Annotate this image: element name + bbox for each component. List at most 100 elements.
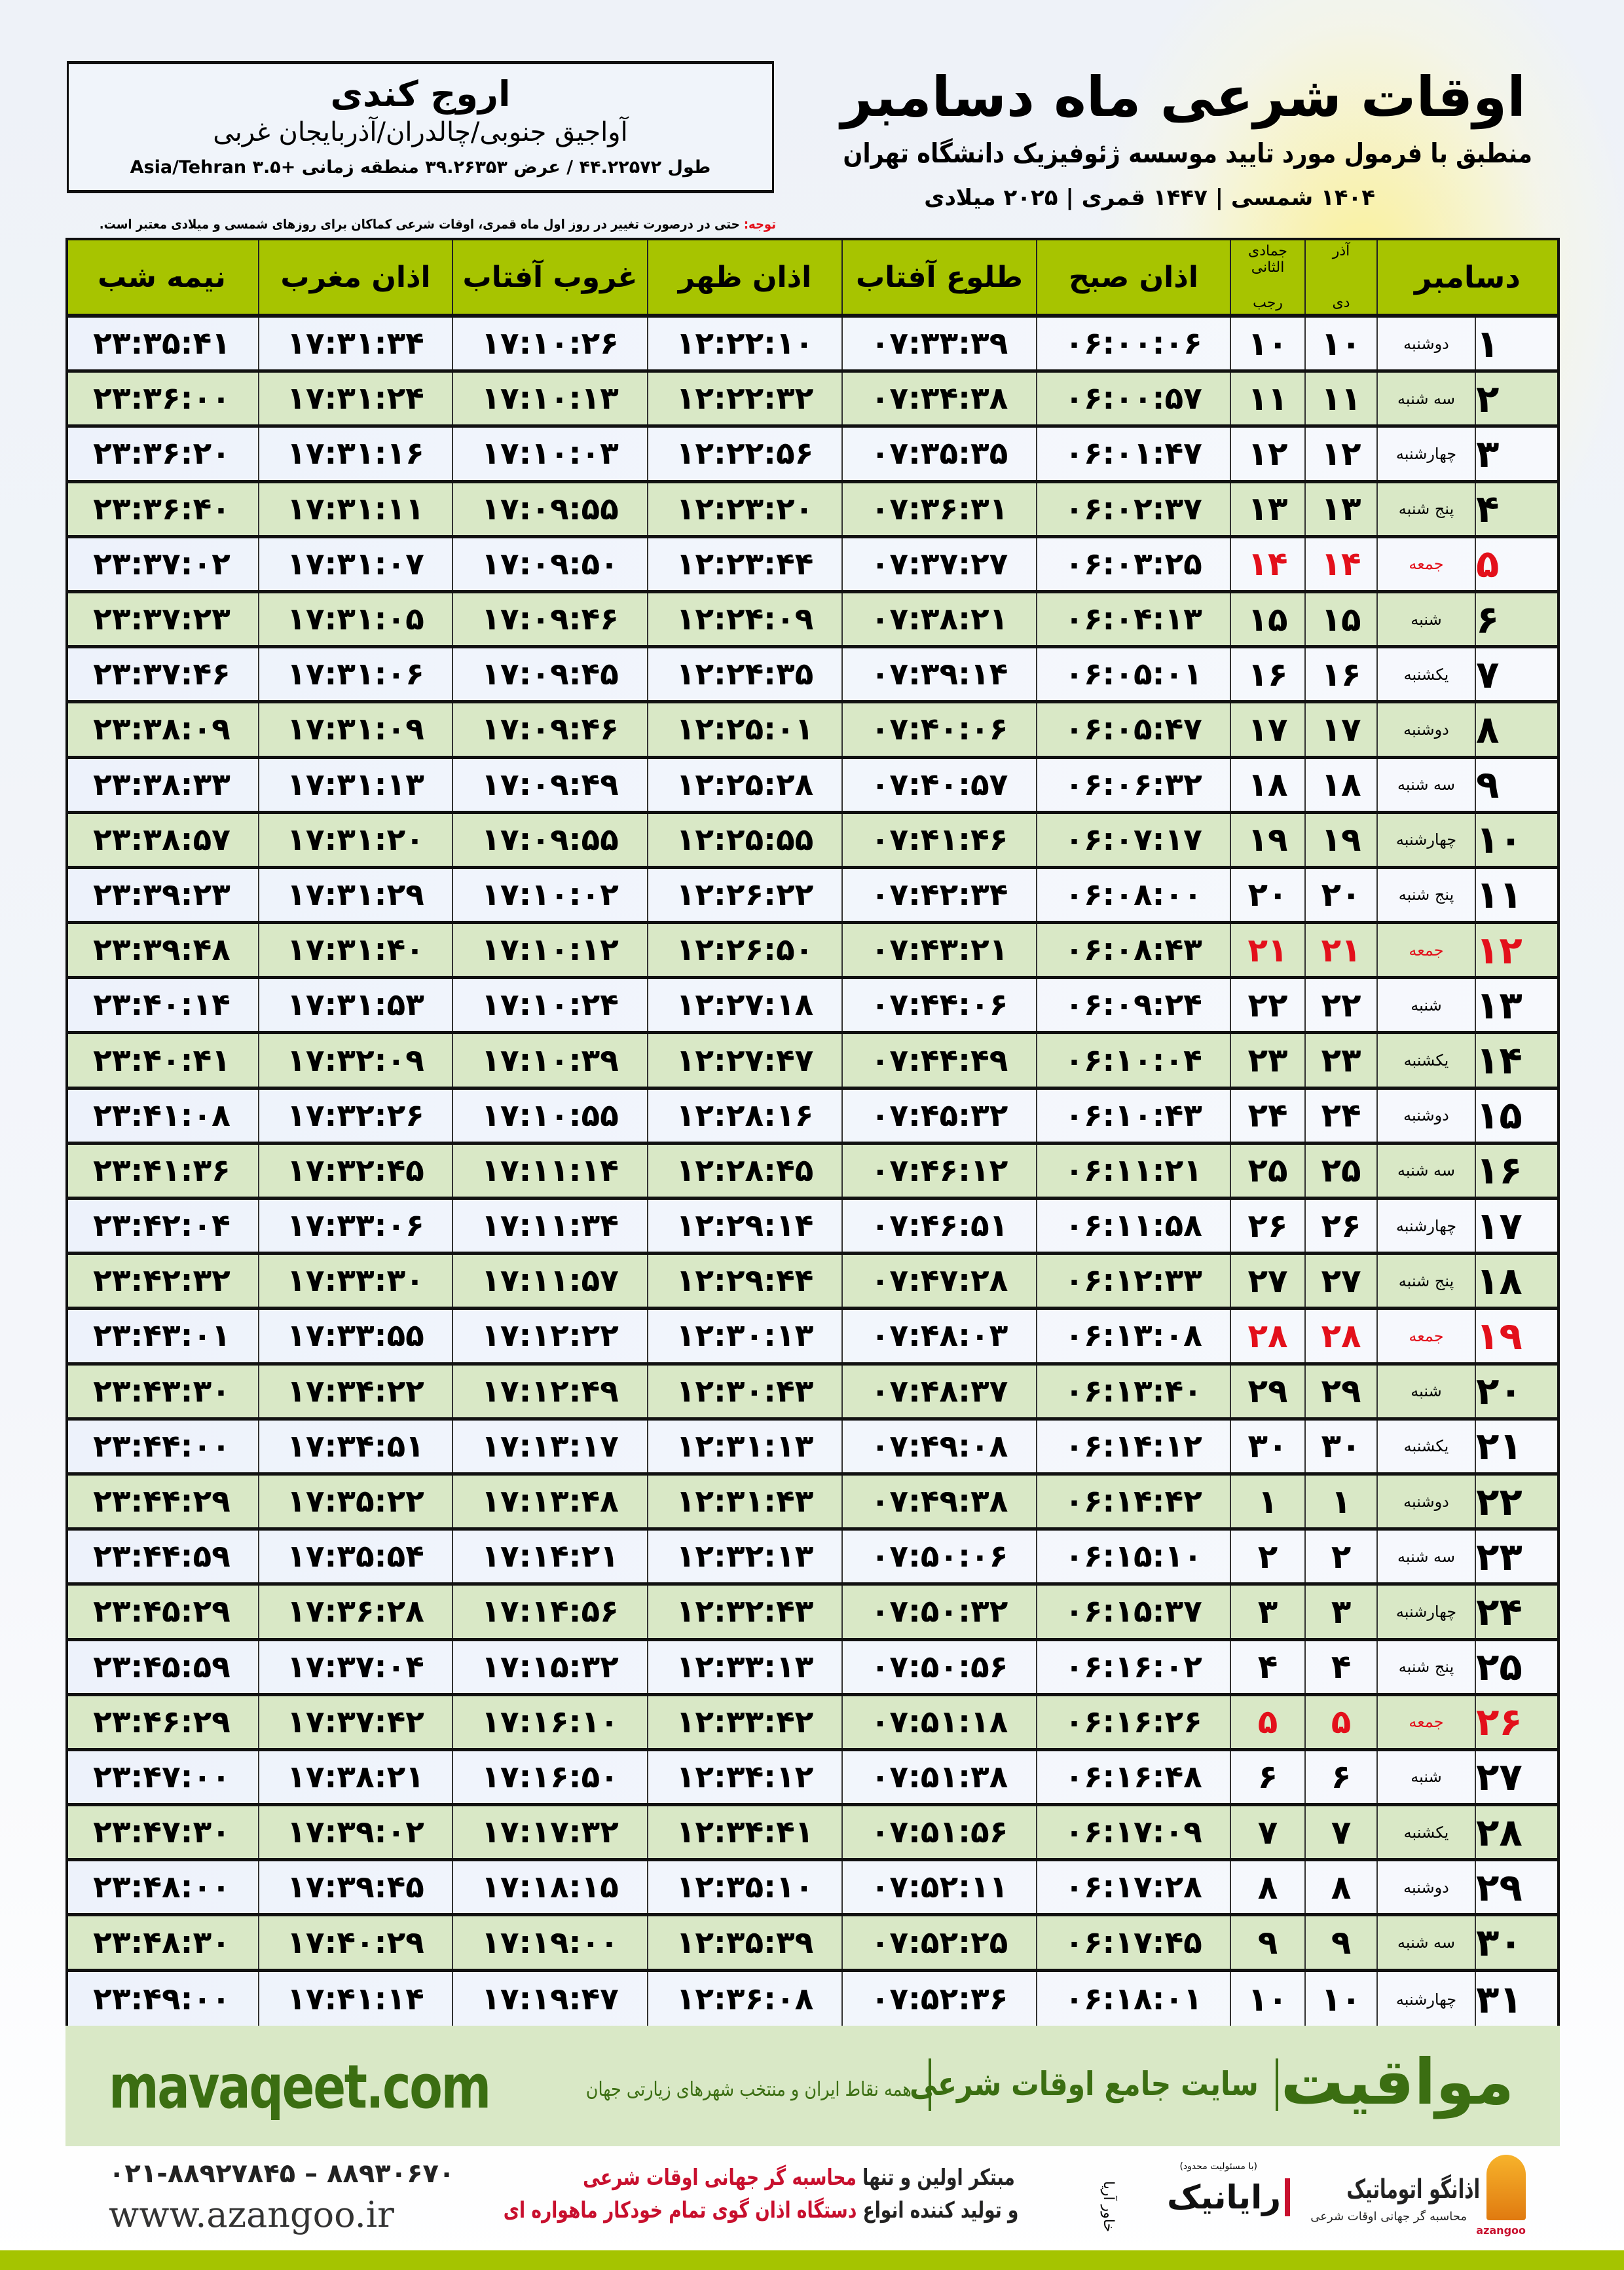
cell-maghrib: ۱۷:۳۱:۰۹ [258,703,452,756]
cell-maghrib: ۱۷:۳۱:۱۶ [258,428,452,480]
cell-fajr: ۰۶:۱۳:۴۰ [1036,1365,1230,1417]
cell-shamsi: ۲۲ [1304,979,1376,1032]
cell-day: ۱۲ [1475,924,1557,977]
cell-dhuhr: ۱۲:۲۷:۱۸ [647,979,841,1032]
cell-sunset: ۱۷:۱۹:۰۰ [452,1916,647,1969]
cell-sunset: ۱۷:۰۹:۵۵ [452,813,647,866]
cell-sunset: ۱۷:۱۰:۰۲ [452,868,647,921]
cell-fajr: ۰۶:۱۵:۱۰ [1036,1531,1230,1583]
cell-weekday: چهارشنبه [1376,1971,1475,2027]
cell-shamsi: ۴ [1304,1641,1376,1693]
cell-day: ۸ [1475,703,1557,756]
cell-shamsi: ۱۷ [1304,703,1376,756]
cell-shamsi: ۳۰ [1304,1420,1376,1472]
cell-maghrib: ۱۷:۳۴:۵۱ [258,1420,452,1472]
prayer-times-table: دسامبر آذر دی جمادی الثانی رجب اذان صبح … [65,238,1560,2030]
cell-shamsi: ۱۸ [1304,758,1376,811]
cell-hijri: ۲۰ [1230,868,1304,921]
cell-sunset: ۱۷:۱۶:۵۰ [452,1751,647,1804]
note: توجه: حتی در درصورت تغییر در روز اول ماه… [100,216,776,232]
cell-dhuhr: ۱۲:۲۵:۰۱ [647,703,841,756]
cell-sunset: ۱۷:۱۲:۲۲ [452,1310,647,1362]
table-row: ۲۴ چهارشنبه ۳ ۳ ۰۶:۱۵:۳۷ ۰۷:۵۰:۳۲ ۱۲:۳۲:۴۳ ۱۷:۱… [68,1586,1557,1641]
azangoo-logo-name: اذانگو اتوماتیک [1346,2174,1480,2205]
table-row: ۱۳ شنبه ۲۲ ۲۲ ۰۶:۰۹:۲۴ ۰۷:۴۴:۰۶ ۱۲:۲۷:۱۸ ۱۷:۱۰:… [68,979,1557,1035]
cell-day: ۲۶ [1475,1696,1557,1748]
cell-midnight: ۲۳:۳۶:۴۰ [93,491,231,527]
cell-shamsi: ۱۰ [1304,1971,1376,2027]
cell-sunset: ۱۷:۱۳:۴۸ [452,1475,647,1528]
cell-dhuhr: ۱۲:۳۴:۴۱ [647,1806,841,1859]
cell-shamsi: ۱ [1304,1475,1376,1528]
cell-hijri: ۲ [1230,1531,1304,1583]
cell-shamsi: ۱۵ [1304,593,1376,646]
cell-maghrib: ۱۷:۳۳:۵۵ [258,1310,452,1362]
cell-midnight: ۲۳:۴۴:۰۰ [93,1428,231,1464]
cell-shamsi: ۵ [1304,1696,1376,1748]
cell-fajr: ۰۶:۰۹:۲۴ [1036,979,1230,1032]
cell-day: ۲۹ [1475,1861,1557,1914]
cell-fajr: ۰۶:۰۸:۴۳ [1036,924,1230,977]
cell-fajr: ۰۶:۰۱:۴۷ [1036,428,1230,480]
promo-line-1-highlight: محاسبه گر جهانی اوقات شرعی [583,2165,857,2191]
cell-day: ۲۱ [1475,1420,1557,1472]
promo-line-2: و تولید کننده انواع دستگاه اذان گوی تمام… [504,2194,1019,2227]
cell-midnight: ۲۳:۴۵:۲۹ [93,1593,231,1630]
cell-weekday: یکشنبه [1376,648,1475,701]
mavaqeet-url[interactable]: mavaqeet.com [109,2052,491,2122]
cell-maghrib: ۱۷:۳۱:۲۰ [258,813,452,866]
cell-hijri: ۲۹ [1230,1365,1304,1417]
cell-midnight: ۲۳:۴۴:۲۹ [93,1483,231,1520]
rayanik-logo: (با مسئولیت محدود) رایانیک خاور آریا [1100,2161,1290,2233]
cell-dhuhr: ۱۲:۳۱:۱۳ [647,1420,841,1472]
calendar-years: ۱۴۰۴ شمسی | ۱۴۴۷ قمری | ۲۰۲۵ میلادی [924,185,1375,211]
cell-shamsi: ۱۲ [1304,428,1376,480]
cell-weekday: پنج شنبه [1376,868,1475,921]
cell-sunrise: ۰۷:۴۹:۰۸ [841,1420,1036,1472]
cell-midnight: ۲۳:۳۹:۴۸ [93,932,231,969]
cell-midnight: ۲۳:۴۳:۰۱ [93,1318,231,1354]
cell-hijri: ۲۶ [1230,1200,1304,1252]
cell-midnight: ۲۳:۴۷:۰۰ [93,1758,231,1795]
cell-day: ۱۹ [1475,1310,1557,1362]
cell-sunset: ۱۷:۱۲:۴۹ [452,1365,647,1417]
cell-sunset: ۱۷:۰۹:۴۵ [452,648,647,701]
phone-numbers: ۰۲۱-۸۸۹۲۷۸۴۵ – ۸۸۹۳۰۶۷۰ [109,2159,455,2189]
cell-maghrib: ۱۷:۳۲:۴۵ [258,1144,452,1197]
cell-day: ۱۷ [1475,1200,1557,1252]
cell-maghrib: ۱۷:۳۳:۰۶ [258,1200,452,1252]
cell-sunset: ۱۷:۱۶:۱۰ [452,1696,647,1748]
cell-maghrib: ۱۷:۳۹:۴۵ [258,1861,452,1914]
cell-day: ۱۰ [1475,813,1557,866]
table-row: ۷ یکشنبه ۱۶ ۱۶ ۰۶:۰۵:۰۱ ۰۷:۳۹:۱۴ ۱۲:۲۴:۳۵ ۱۷:۰۹… [68,648,1557,704]
location-coords: طول ۴۴.۲۲۵۷۲ / عرض ۳۹.۲۶۳۵۳ منطقه زمانی … [130,157,711,177]
azangoo-website[interactable]: www.azangoo.ir [109,2194,394,2235]
table-row: ۲۳ سه شنبه ۲ ۲ ۰۶:۱۵:۱۰ ۰۷:۵۰:۰۶ ۱۲:۳۲:۱۳ ۱۷:۱۴… [68,1531,1557,1586]
cell-shamsi: ۲۸ [1304,1310,1376,1362]
cell-hijri: ۲۲ [1230,979,1304,1032]
cell-dhuhr: ۱۲:۲۲:۱۰ [647,318,841,370]
cell-dhuhr: ۱۲:۲۸:۴۵ [647,1144,841,1197]
cell-sunrise: ۰۷:۳۴:۳۸ [841,373,1036,425]
cell-day: ۷ [1475,648,1557,701]
cell-sunset: ۱۷:۱۰:۳۹ [452,1034,647,1087]
table-row: ۲۸ یکشنبه ۷ ۷ ۰۶:۱۷:۰۹ ۰۷:۵۱:۵۶ ۱۲:۳۴:۴۱ ۱۷:۱۷:… [68,1806,1557,1862]
cell-day: ۱۵ [1475,1089,1557,1142]
cell-sunrise: ۰۷:۵۱:۱۸ [841,1696,1036,1748]
cell-sunrise: ۰۷:۵۰:۳۲ [841,1586,1036,1638]
header-maghrib: اذان مغرب [258,240,452,314]
cell-maghrib: ۱۷:۳۷:۴۲ [258,1696,452,1748]
cell-shamsi: ۲۴ [1304,1089,1376,1142]
cell-hijri: ۱۰ [1230,1971,1304,2027]
cell-fajr: ۰۶:۰۸:۰۰ [1036,868,1230,921]
cell-weekday: چهارشنبه [1376,1586,1475,1638]
cell-fajr: ۰۶:۰۷:۱۷ [1036,813,1230,866]
table-body: ۱ دوشنبه ۱۰ ۱۰ ۰۶:۰۰:۰۶ ۰۷:۳۳:۳۹ ۱۲:۲۲:۱۰ ۱۷:۱۰… [68,318,1557,2027]
cell-fajr: ۰۶:۱۴:۱۲ [1036,1420,1230,1472]
cell-dhuhr: ۱۲:۳۲:۱۳ [647,1531,841,1583]
table-row: ۱۰ چهارشنبه ۱۹ ۱۹ ۰۶:۰۷:۱۷ ۰۷:۴۱:۴۶ ۱۲:۲۵:۵۵ ۱۷… [68,813,1557,869]
cell-weekday: جمعه [1376,1310,1475,1362]
table-row: ۳۰ سه شنبه ۹ ۹ ۰۶:۱۷:۴۵ ۰۷:۵۲:۲۵ ۱۲:۳۵:۳۹ ۱۷:۱۹… [68,1916,1557,1972]
cell-day: ۱ [1475,318,1557,370]
